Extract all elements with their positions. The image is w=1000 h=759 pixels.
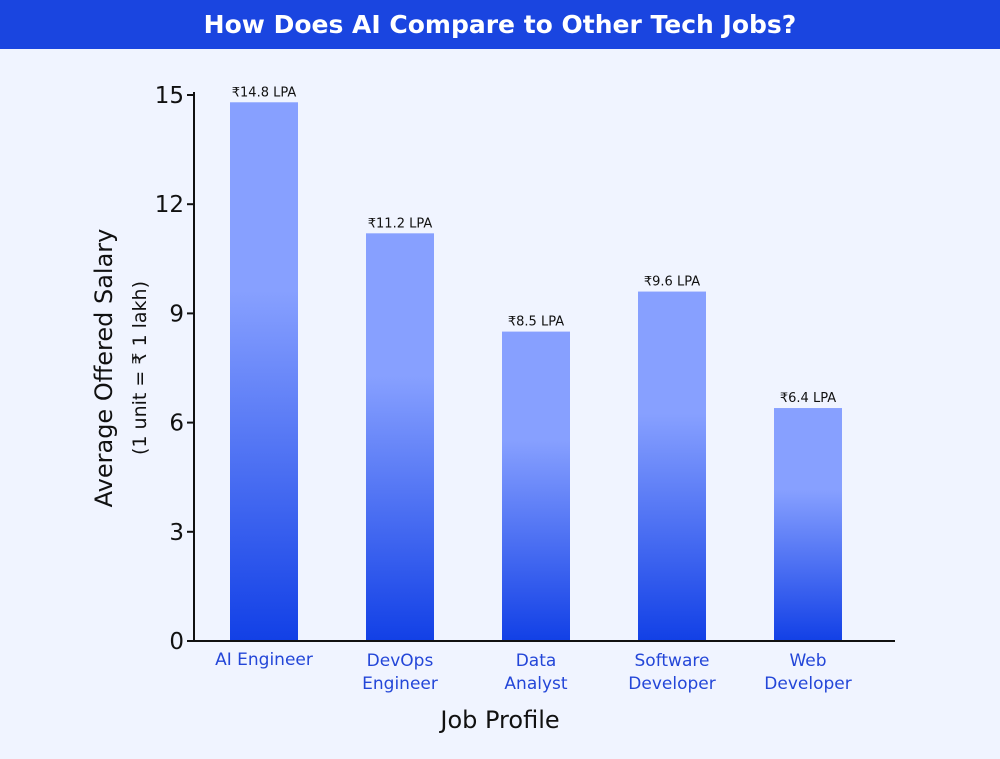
x-tick-label: Developer (628, 674, 715, 694)
x-tick-label: Engineer (362, 674, 438, 694)
y-tick-label: 9 (169, 301, 184, 327)
x-tick-label: Web (789, 651, 826, 671)
chart-title: How Does AI Compare to Other Tech Jobs? (203, 10, 797, 39)
x-tick-label: Analyst (504, 674, 567, 694)
data-label: ₹6.4 LPA (780, 391, 836, 406)
bar (502, 331, 570, 641)
y-tick-label: 3 (169, 520, 184, 546)
bars-layer: ₹14.8 LPA ₹11.2 LPA ₹8.5 LPA ₹9.6 LPA ₹6.4 L… (230, 85, 842, 641)
y-tick-label: 12 (155, 192, 184, 218)
y-tick-label: 0 (169, 629, 184, 655)
data-label: ₹9.6 LPA (644, 275, 700, 290)
x-tick-label: DevOps (367, 651, 434, 671)
x-tick-label: Software (635, 651, 710, 671)
data-label: ₹8.5 LPA (508, 315, 564, 330)
data-label: ₹11.2 LPA (368, 216, 433, 231)
y-tick-label: 15 (155, 83, 184, 109)
bar (366, 233, 434, 641)
data-label: ₹14.8 LPA (232, 85, 297, 100)
title-bar: How Does AI Compare to Other Tech Jobs? (0, 0, 1000, 49)
x-tick-label: Developer (764, 674, 851, 694)
axes-layer: AI Engineer DevOps Engineer Data Analyst Soft… (155, 83, 895, 694)
x-axis-title: Job Profile (438, 706, 559, 734)
x-tick-label: Data (516, 651, 557, 671)
y-axis-title: Average Offered Salary (90, 229, 118, 508)
bar (774, 408, 842, 641)
bar (638, 291, 706, 641)
y-axis-subtitle: (1 unit = ₹ 1 lakh) (129, 281, 151, 455)
y-tick-label: 6 (169, 411, 184, 437)
bar (230, 102, 298, 641)
x-tick-label: AI Engineer (215, 650, 313, 670)
